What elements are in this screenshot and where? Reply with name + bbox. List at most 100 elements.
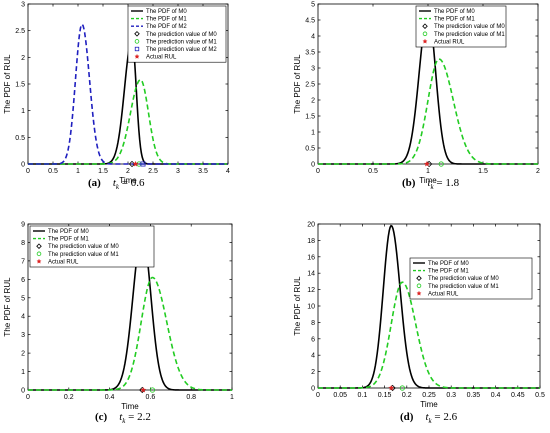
x-tick-label: 2.5 <box>148 168 158 175</box>
y-tick-label: 7 <box>21 258 25 265</box>
y-axis-label: The PDF of RUL <box>293 54 302 114</box>
legend-entry: Actual RUL <box>48 259 79 265</box>
y-tick-label: 14 <box>307 271 315 278</box>
legend: The PDF of M0 The PDF of M1 The prediction… <box>415 5 507 48</box>
chart-panel-3: 0 0.2 0.4 0.6 0.8 1 0 1 2 3 4 5 6 7 8 9 Time The PDF of R… <box>3 222 234 412</box>
legend-entry: The PDF of M0 <box>434 9 475 15</box>
x-tick-label: 0.5 <box>368 168 378 175</box>
caption-letter: (d) <box>400 411 414 423</box>
legend-entry: The prediction value of M1 <box>48 252 119 258</box>
legend-marker-swatch <box>416 275 422 281</box>
caption-value: = 2.6 <box>432 411 458 423</box>
x-tick-label: 0.8 <box>186 394 196 401</box>
figure-caption-4: (d) tk = 2.6 <box>400 411 458 425</box>
legend-marker-swatch <box>36 258 42 264</box>
legend-marker-swatch <box>416 283 422 289</box>
legend-entry: Actual RUL <box>428 291 459 297</box>
marker-actual-rul <box>140 386 147 393</box>
x-tick-label: 0.6 <box>146 394 156 401</box>
series-line-the-pdf-of-m0 <box>318 224 540 389</box>
caption-value: = 0.6 <box>119 177 145 189</box>
legend-entry: The prediction value of M0 <box>428 276 499 282</box>
legend-marker-swatch <box>36 251 42 257</box>
figure-caption-2: (b) tk = 1.8 <box>402 177 460 191</box>
series-line-the-pdf-of-m2 <box>28 23 228 165</box>
caption-value: = 1.8 <box>434 177 460 189</box>
x-tick-label: 2 <box>126 168 130 175</box>
y-tick-label: 6 <box>21 277 25 284</box>
chart-panel-2: 0 0.5 1 1.5 2 0 0.5 1 1.5 2 2.5 3 3.5 4 4.5 5 Time The PD… <box>293 2 540 186</box>
figure-caption-3: (c) tk = 2.2 <box>95 411 151 425</box>
y-tick-label: 0 <box>21 162 25 169</box>
legend-marker-swatch <box>134 46 140 52</box>
legend-entry: The PDF of M0 <box>428 261 469 267</box>
y-axis-label: The PDF of RUL <box>3 277 12 337</box>
y-tick-label: 4 <box>311 34 315 41</box>
plot-area <box>317 223 541 389</box>
legend-marker-swatch <box>422 23 428 29</box>
legend-entry: The PDF of M2 <box>146 24 187 30</box>
series-line-the-pdf-of-m1 <box>318 58 538 165</box>
y-tick-label: 1 <box>311 130 315 137</box>
y-tick-label: 5 <box>21 295 25 302</box>
x-tick-label: 0 <box>316 392 320 399</box>
y-tick-label: 10 <box>307 304 315 311</box>
x-axis-label: Time <box>121 402 139 411</box>
legend-entry: The PDF of M1 <box>146 17 187 23</box>
legend-entry: The PDF of M1 <box>428 269 469 275</box>
x-tick-label: 0.3 <box>446 392 456 399</box>
caption-variable: t <box>425 411 429 423</box>
x-tick-label: 0 <box>26 168 30 175</box>
x-axis-label: Time <box>119 176 137 185</box>
marker-the-prediction-value-of-m1 <box>149 387 156 393</box>
x-tick-label: 0.1 <box>358 392 368 399</box>
figure-caption-1: (a) tk = 0.6 <box>88 177 145 191</box>
legend-entry: The PDF of M0 <box>48 229 89 235</box>
x-axis-label: Time <box>419 176 437 185</box>
y-tick-label: 1 <box>21 108 25 115</box>
marker-actual-rul <box>132 160 139 167</box>
caption-value: = 2.2 <box>125 411 150 423</box>
legend-entry: The PDF of M0 <box>146 9 187 15</box>
x-tick-label: 0.4 <box>105 394 115 401</box>
legend-entry: The prediction value of M0 <box>146 32 217 38</box>
x-tick-label: 0.4 <box>491 392 501 399</box>
x-axis-label: Time <box>420 400 438 409</box>
x-tick-label: 0.5 <box>48 168 58 175</box>
legend-entry: The PDF of M1 <box>48 237 89 243</box>
y-tick-label: 3 <box>311 66 315 73</box>
y-tick-label: 8 <box>21 240 25 247</box>
caption-letter: (c) <box>95 411 108 423</box>
x-tick-label: 0.25 <box>422 392 436 399</box>
legend-marker-swatch <box>36 243 42 249</box>
series-line-the-pdf-of-m1 <box>28 276 232 391</box>
legend-entry: Actual RUL <box>146 55 177 61</box>
y-tick-label: 0.5 <box>15 135 25 142</box>
plot-area <box>27 223 233 391</box>
y-tick-label: 8 <box>311 320 315 327</box>
caption-subscript: k <box>429 417 433 425</box>
y-tick-label: 2 <box>311 369 315 376</box>
caption-subscript: k <box>431 183 435 191</box>
caption-subscript: k <box>122 417 126 425</box>
legend-marker-swatch <box>422 38 428 44</box>
caption-subscript: k <box>116 183 120 191</box>
legend-marker-swatch <box>416 290 422 296</box>
marker-the-prediction-value-of-m1 <box>399 385 405 391</box>
x-tick-label: 0.5 <box>535 392 545 399</box>
x-tick-label: 3.5 <box>198 168 208 175</box>
y-tick-label: 1.5 <box>15 82 25 89</box>
legend-marker-swatch <box>134 53 140 59</box>
y-tick-label: 2 <box>21 55 25 62</box>
x-tick-label: 1 <box>426 168 430 175</box>
y-tick-label: 0 <box>21 388 25 395</box>
marker-the-prediction-value-of-m2 <box>140 161 146 167</box>
legend-entry: The prediction value of M1 <box>434 32 505 38</box>
x-tick-label: 0.15 <box>378 392 392 399</box>
chart-panel-1: 0 0.5 1 1.5 2 2.5 3 3.5 4 0 0.5 1 1.5 2 2.5 3 Time The PD… <box>3 2 230 186</box>
chart-panel-4: 0 0.05 0.1 0.15 0.2 0.25 0.3 0.35 0.4 0.45 0.5 0 2 4 6… <box>293 222 545 410</box>
legend-entry: The PDF of M1 <box>434 17 475 23</box>
x-tick-label: 0.45 <box>511 392 525 399</box>
y-tick-label: 3 <box>21 2 25 9</box>
